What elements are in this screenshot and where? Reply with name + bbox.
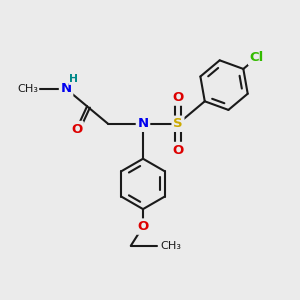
Text: S: S	[173, 117, 183, 130]
Text: O: O	[137, 220, 148, 233]
Text: O: O	[172, 91, 184, 104]
Text: CH₃: CH₃	[17, 84, 38, 94]
Text: O: O	[172, 143, 184, 157]
Text: O: O	[71, 122, 82, 136]
Text: N: N	[137, 117, 148, 130]
Text: Cl: Cl	[250, 51, 264, 64]
Text: CH₃: CH₃	[160, 241, 182, 251]
Text: N: N	[61, 82, 72, 95]
Text: H: H	[69, 74, 78, 84]
